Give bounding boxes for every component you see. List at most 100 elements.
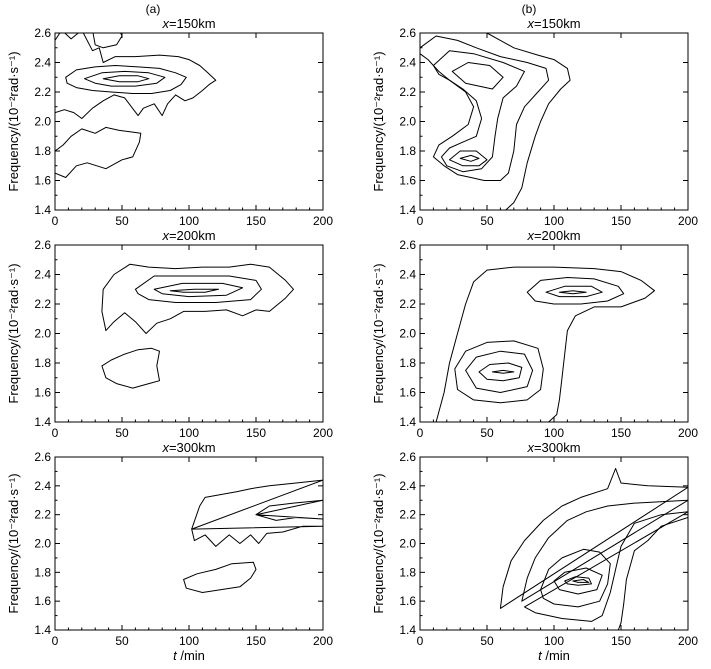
contour-line-level-4 xyxy=(553,567,603,595)
x-tick-label: 150 xyxy=(611,214,631,228)
panel-title: x=300km xyxy=(526,440,580,455)
y-tick-label: 2.4 xyxy=(399,56,416,70)
x-tick-label: 200 xyxy=(313,634,333,648)
contour-line-level-3 xyxy=(545,285,603,298)
contour-lines xyxy=(183,479,323,593)
y-tick-label: 1.8 xyxy=(399,144,416,158)
panel-label-a: (a) xyxy=(146,2,161,16)
contour-line-level-4 xyxy=(451,62,504,90)
contour-line-level-3 xyxy=(153,282,244,298)
y-tick-label: 2.6 xyxy=(399,450,416,464)
panel-1: 0 50 100 150 200 1.4 1.6 1.8 2.0 2.2 2.4 2.6 x=150km… xyxy=(6,16,333,228)
contour-lines xyxy=(420,33,571,210)
panel-title-variable: x xyxy=(161,228,169,243)
y-tick-label: 1.8 xyxy=(34,565,51,579)
panel-6: 0 50 100 150 200 1.4 1.6 1.8 2.0 2.2 2.4 2.6 x=300km… xyxy=(371,440,698,663)
x-tick-label: 150 xyxy=(611,426,631,440)
x-tick-label: 200 xyxy=(678,634,698,648)
y-tick-label: 2.2 xyxy=(399,508,416,522)
x-tick-label: 150 xyxy=(246,214,266,228)
panel-5: 0 50 100 150 200 1.4 1.6 1.8 2.0 2.2 2.4 2.6 x=300km… xyxy=(6,440,333,663)
contour-line-level-6 xyxy=(572,579,590,583)
contour-line-level-1 xyxy=(101,263,294,334)
plot-frame xyxy=(54,456,324,631)
plot-frame xyxy=(419,244,689,423)
contour-line-level-4 xyxy=(449,150,488,167)
x-tick-label: 50 xyxy=(115,634,129,648)
panel-title-value: =150km xyxy=(534,16,581,31)
y-tick-label: 2.4 xyxy=(399,479,416,493)
y-axis-label: Frequency/(10⁻²rad·s⁻¹) xyxy=(6,263,21,403)
x-tick-label: 50 xyxy=(480,214,494,228)
contour-lines xyxy=(55,33,217,178)
y-tick-label: 2.2 xyxy=(399,85,416,99)
panel-4: 0 50 100 150 200 1.4 1.6 1.8 2.0 2.2 2.4 2.6 x=200km… xyxy=(371,228,698,440)
contour-lines xyxy=(499,468,688,630)
y-tick-label: 2.0 xyxy=(34,327,51,341)
y-tick-label: 1.4 xyxy=(34,203,51,217)
y-tick-label: 2.6 xyxy=(34,26,51,40)
contour-line-level-5 xyxy=(491,369,515,374)
panel-2: 0 50 100 150 200 1.4 1.6 1.8 2.0 2.2 2.4 2.6 x=150km… xyxy=(371,16,698,228)
panel-label-b: (b) xyxy=(522,2,537,16)
panel-title-variable: x xyxy=(161,16,169,31)
contour-line-level-4 xyxy=(558,290,587,295)
panel-title: x=300km xyxy=(161,440,215,455)
y-tick-label: 2.4 xyxy=(34,268,51,282)
y-tick-label: 1.4 xyxy=(399,415,416,429)
y-axis-label: Frequency/(10⁻²rad·s⁻¹) xyxy=(6,473,21,613)
contour-line-level-4 xyxy=(478,362,523,382)
panel-title: x=150km xyxy=(161,16,215,31)
panel-title-variable: x xyxy=(526,16,534,31)
y-tick-label: 1.4 xyxy=(34,415,51,429)
x-tick-label: 0 xyxy=(417,214,424,228)
x-tick-label: 200 xyxy=(313,426,333,440)
contour-line-level-1 xyxy=(55,33,217,119)
contour-line-level-3 xyxy=(84,70,166,87)
y-tick-label: 1.6 xyxy=(34,386,51,400)
panel-title: x=200km xyxy=(526,228,580,243)
y-tick-label: 2.0 xyxy=(399,537,416,551)
y-tick-label: 2.4 xyxy=(399,268,416,282)
y-tick-label: 1.8 xyxy=(34,356,51,370)
contour-line-level-4 xyxy=(102,75,150,83)
y-tick-label: 1.8 xyxy=(34,144,51,158)
y-tick-label: 2.4 xyxy=(34,56,51,70)
contour-line-level-1 xyxy=(617,517,688,630)
contour-line-level-2 xyxy=(255,499,323,516)
y-tick-label: 2.4 xyxy=(34,479,51,493)
panel-title-variable: x xyxy=(161,440,169,455)
contour-line-level-3 xyxy=(540,548,611,608)
contour-line-level-5 xyxy=(564,576,592,586)
contour-line-level-1 xyxy=(499,468,688,609)
y-tick-label: 1.4 xyxy=(399,623,416,637)
panel-title-value: =200km xyxy=(169,228,216,243)
y-tick-label: 2.0 xyxy=(399,115,416,129)
x-axis-variable: t xyxy=(538,648,543,663)
x-axis-variable: t xyxy=(173,648,178,663)
panel-title: x=150km xyxy=(526,16,580,31)
x-tick-label: 100 xyxy=(179,426,199,440)
contour-line-level-1 xyxy=(420,33,571,210)
panel-title-variable: x xyxy=(526,440,534,455)
contour-line-level-2 xyxy=(92,33,123,49)
panel-title-value: =300km xyxy=(169,440,216,455)
panel-title-value: =200km xyxy=(534,228,581,243)
contour-line-level-2 xyxy=(255,514,323,521)
x-tick-label: 150 xyxy=(246,426,266,440)
y-axis-label: Frequency/(10⁻²rad·s⁻¹) xyxy=(6,51,21,191)
x-tick-label: 0 xyxy=(52,426,59,440)
contour-line-level-3 xyxy=(465,350,534,393)
x-tick-label: 50 xyxy=(115,214,129,228)
x-tick-label: 0 xyxy=(417,634,424,648)
x-tick-label: 150 xyxy=(246,634,266,648)
y-tick-label: 2.0 xyxy=(34,115,51,129)
y-axis-label: Frequency/(10⁻²rad·s⁻¹) xyxy=(371,473,386,613)
panel-title: x=200km xyxy=(161,228,215,243)
contour-line-level-2 xyxy=(454,340,544,404)
y-tick-label: 1.6 xyxy=(34,174,51,188)
x-tick-label: 100 xyxy=(544,634,564,648)
x-tick-label: 100 xyxy=(544,214,564,228)
x-tick-label: 150 xyxy=(611,634,631,648)
